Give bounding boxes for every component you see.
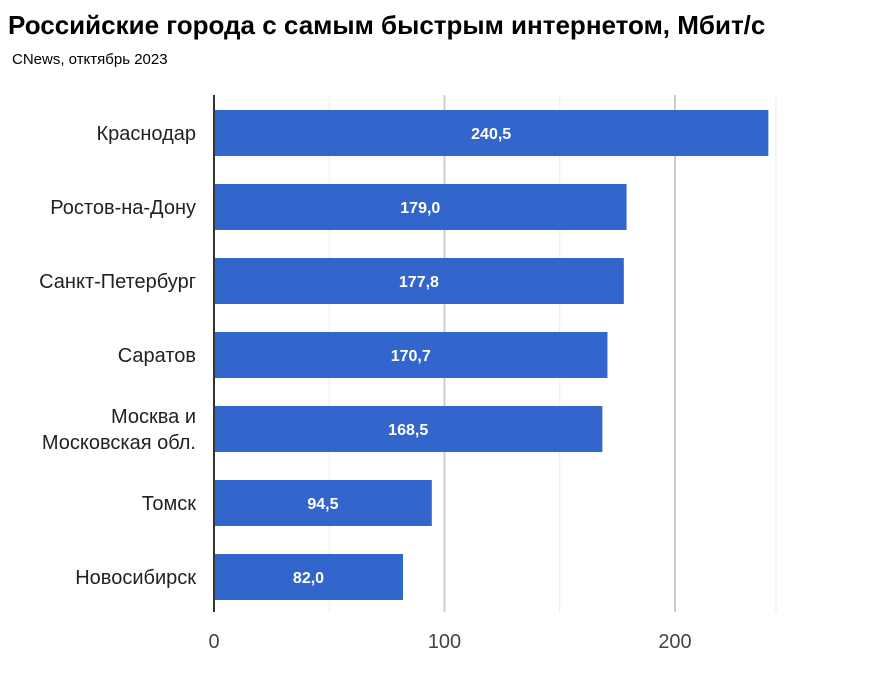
bar xyxy=(214,184,627,230)
bar-value-label: 179,0 xyxy=(400,200,440,217)
category-label: Саратов xyxy=(118,345,196,367)
x-tick-label: 200 xyxy=(658,631,691,653)
bar xyxy=(214,554,404,600)
category-label: Томск xyxy=(142,493,197,515)
bar xyxy=(214,480,432,526)
x-tick-label: 0 xyxy=(208,631,219,653)
bar-value-label: 177,8 xyxy=(399,274,439,291)
bar-value-label: 82,0 xyxy=(293,570,324,587)
category-label: Новосибирск xyxy=(75,567,196,589)
category-label: Ростов-на-Дону xyxy=(50,197,196,219)
chart-subtitle: CNews, отктябрь 2023 xyxy=(12,51,168,68)
bar-value-label: 240,5 xyxy=(471,126,511,143)
bar-value-label: 168,5 xyxy=(388,422,428,439)
bar-value-label: 170,7 xyxy=(391,348,431,365)
bar xyxy=(214,110,769,156)
category-label: Санкт-Петербург xyxy=(39,271,196,293)
category-label: Краснодар xyxy=(96,123,196,145)
chart-title: Российские города с самым быстрым интерн… xyxy=(8,10,766,40)
bar-value-label: 94,5 xyxy=(307,496,338,513)
bar xyxy=(214,332,608,378)
x-tick-label: 100 xyxy=(428,631,461,653)
bar xyxy=(214,406,603,452)
bar xyxy=(214,258,624,304)
category-label: Москва и Московская обл. xyxy=(42,406,196,454)
